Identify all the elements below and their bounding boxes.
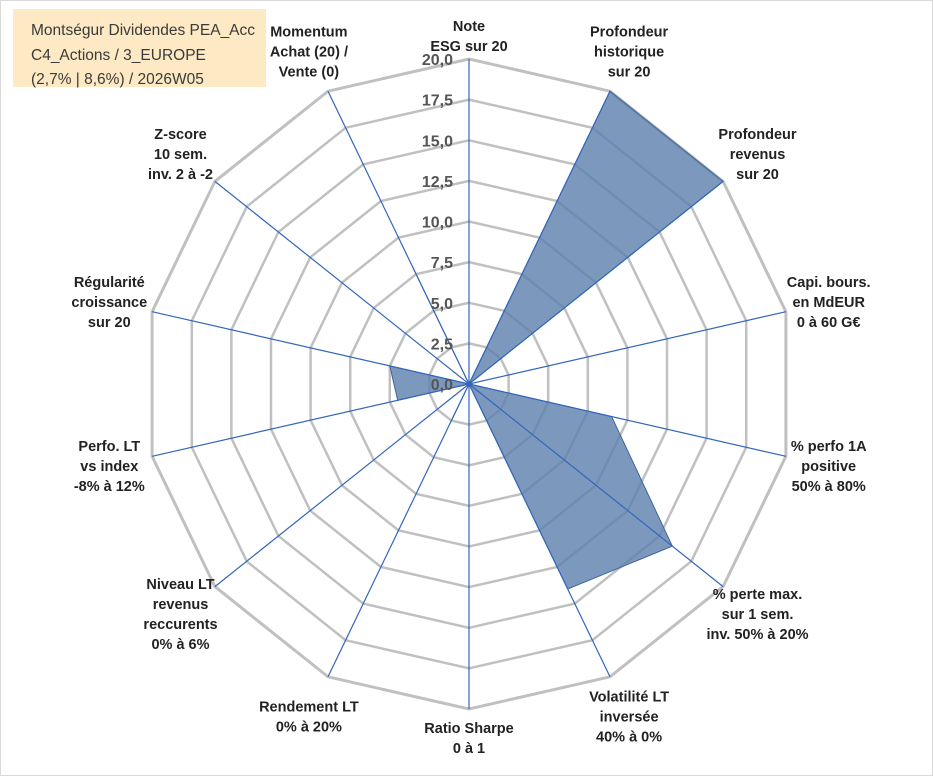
tick-label: 15,0 <box>422 133 453 150</box>
fund-performance-week: (2,7% | 8,6%) / 2026W05 <box>31 71 204 88</box>
spoke-1 <box>468 90 611 385</box>
axis-labels: Note ESG sur 20 Profondeur historique sur 20… <box>71 19 870 757</box>
spoke-6 <box>468 383 611 678</box>
spoke-12 <box>214 180 470 385</box>
spoke-13 <box>327 90 470 385</box>
spoke-2 <box>468 180 724 385</box>
axis-label-7: Ratio Sharpe 0 à 1 <box>424 721 513 757</box>
tick-label: 7,5 <box>431 255 453 272</box>
spoke-11 <box>151 311 470 385</box>
fund-category: C4_Actions / 3_EUROPE <box>31 47 206 64</box>
axis-label-12: Z-score 10 sem. inv. 2 à -2 <box>148 127 213 183</box>
tick-label: 2,5 <box>431 336 453 353</box>
spoke-4 <box>468 383 787 457</box>
axis-label-10: Perfo. LT vs index -8% à 12% <box>74 439 145 495</box>
tick-label: 17,5 <box>422 93 453 110</box>
axis-spokes <box>151 59 787 709</box>
tick-label: 10,0 <box>422 215 453 232</box>
tick-label: 0,0 <box>431 377 453 394</box>
fund-name: Montségur Dividendes PEA_Acc <box>31 22 256 39</box>
axis-label-13: Momentum Achat (20) / Vente (0) <box>270 25 348 81</box>
tick-label: 5,0 <box>431 296 453 313</box>
axis-label-4: % perfo 1A positive 50% à 80% <box>791 439 867 495</box>
spoke-8 <box>327 383 470 678</box>
tick-label: 12,5 <box>422 174 453 191</box>
axis-label-2: Profondeur revenus sur 20 <box>718 127 796 183</box>
axis-label-1: Profondeur historique sur 20 <box>590 25 668 81</box>
axis-label-6: Volatilité LT inversée 40% à 0% <box>589 690 669 746</box>
axis-label-11: Régularité croissance sur 20 <box>71 275 147 331</box>
spoke-5 <box>468 383 724 588</box>
title-box: Montségur Dividendes PEA_Acc C4_Actions … <box>13 9 266 88</box>
spoke-3 <box>468 311 787 385</box>
axis-label-3: Capi. bours. en MdEUR 0 à 60 G€ <box>787 275 871 331</box>
axis-label-0: Note ESG sur 20 <box>430 19 507 55</box>
axis-label-9: Niveau LT revenus reccurents 0% à 6% <box>143 577 217 653</box>
axis-label-8: Rendement LT 0% à 20% <box>259 700 359 736</box>
axis-label-5: % perte max. sur 1 sem. inv. 50% à 20% <box>706 587 808 643</box>
tick-label: 20,0 <box>422 52 453 69</box>
tick-labels: 0,0 2,5 5,0 7,5 10,0 12,5 15,0 17,5 20,0 <box>422 52 453 394</box>
spoke-9 <box>214 383 470 588</box>
spoke-10 <box>151 383 470 457</box>
